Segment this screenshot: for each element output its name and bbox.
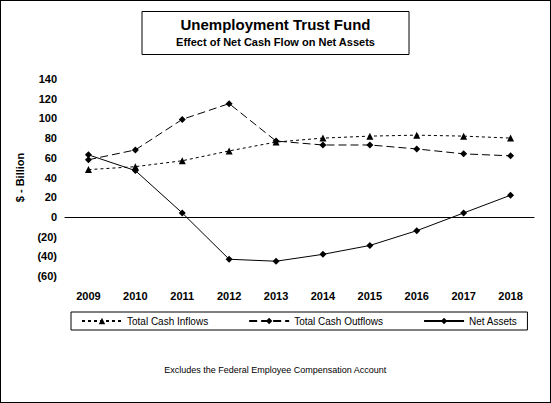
- svg-text:2013: 2013: [264, 290, 288, 302]
- svg-text:Total Cash Inflows: Total Cash Inflows: [127, 316, 208, 327]
- svg-text:2016: 2016: [405, 290, 429, 302]
- svg-text:2018: 2018: [498, 290, 522, 302]
- svg-text:2010: 2010: [123, 290, 147, 302]
- svg-text:2011: 2011: [170, 290, 194, 302]
- svg-text:2015: 2015: [358, 290, 382, 302]
- svg-text:Effect of Net Cash Flow on Net: Effect of Net Cash Flow on Net Assets: [176, 36, 375, 48]
- svg-text:0: 0: [51, 211, 57, 223]
- svg-text:120: 120: [39, 93, 57, 105]
- svg-text:2017: 2017: [451, 290, 475, 302]
- svg-text:60: 60: [45, 152, 57, 164]
- svg-text:2012: 2012: [217, 290, 241, 302]
- svg-text:$ - Billion: $ - Billion: [14, 152, 26, 202]
- svg-text:2009: 2009: [76, 290, 100, 302]
- svg-text:(60): (60): [37, 270, 57, 282]
- svg-text:2014: 2014: [311, 290, 336, 302]
- svg-text:Net Assets: Net Assets: [469, 316, 517, 327]
- svg-text:40: 40: [45, 172, 57, 184]
- svg-text:Excludes the Federal Employee: Excludes the Federal Employee Compensati…: [164, 365, 387, 375]
- svg-text:140: 140: [39, 73, 57, 85]
- svg-text:80: 80: [45, 132, 57, 144]
- svg-text:100: 100: [39, 112, 57, 124]
- svg-text:Total Cash Outflows: Total Cash Outflows: [294, 316, 383, 327]
- svg-text:Unemployment Trust Fund: Unemployment Trust Fund: [180, 16, 370, 33]
- svg-text:(40): (40): [37, 250, 57, 262]
- svg-text:20: 20: [45, 191, 57, 203]
- svg-text:(20): (20): [37, 231, 57, 243]
